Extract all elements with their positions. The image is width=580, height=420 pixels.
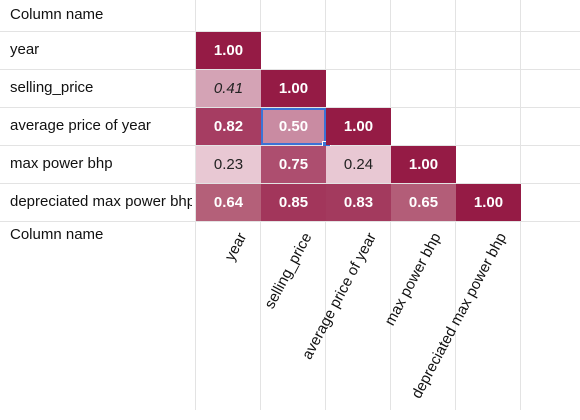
- correlation-cell[interactable]: 0.24: [326, 146, 391, 183]
- row-label: average price of year: [10, 117, 151, 134]
- correlation-cell[interactable]: 1.00: [456, 184, 521, 221]
- row-label: max power bhp: [10, 155, 113, 172]
- row-label: depreciated max power bhp: [10, 193, 192, 210]
- header-column-name-label: Column name: [10, 6, 104, 23]
- grid-hline: [0, 31, 580, 32]
- row-label: selling_price: [10, 79, 94, 96]
- correlation-cell[interactable]: 0.50: [261, 108, 326, 145]
- footer-column-name-label: Column name: [10, 226, 104, 243]
- correlation-cell[interactable]: 1.00: [261, 70, 326, 107]
- correlation-cell[interactable]: 0.75: [261, 146, 326, 183]
- correlation-cell[interactable]: 1.00: [391, 146, 456, 183]
- grid-hline: [0, 145, 580, 146]
- grid-hline: [0, 107, 580, 108]
- correlation-cell[interactable]: 0.41: [196, 70, 261, 107]
- correlation-cell[interactable]: 0.64: [196, 184, 261, 221]
- grid-hline: [0, 69, 580, 70]
- row-label: year: [10, 41, 40, 58]
- grid-hline: [0, 221, 580, 222]
- grid-hline: [0, 183, 580, 184]
- grid-vline: [195, 0, 196, 410]
- correlation-cell[interactable]: 0.65: [391, 184, 456, 221]
- correlation-cell[interactable]: 0.83: [326, 184, 391, 221]
- correlation-cell[interactable]: 1.00: [196, 32, 261, 69]
- correlation-cell[interactable]: 0.85: [261, 184, 326, 221]
- correlation-cell[interactable]: 0.23: [196, 146, 261, 183]
- correlation-cell[interactable]: 0.82: [196, 108, 261, 145]
- correlation-cell[interactable]: 1.00: [326, 108, 391, 145]
